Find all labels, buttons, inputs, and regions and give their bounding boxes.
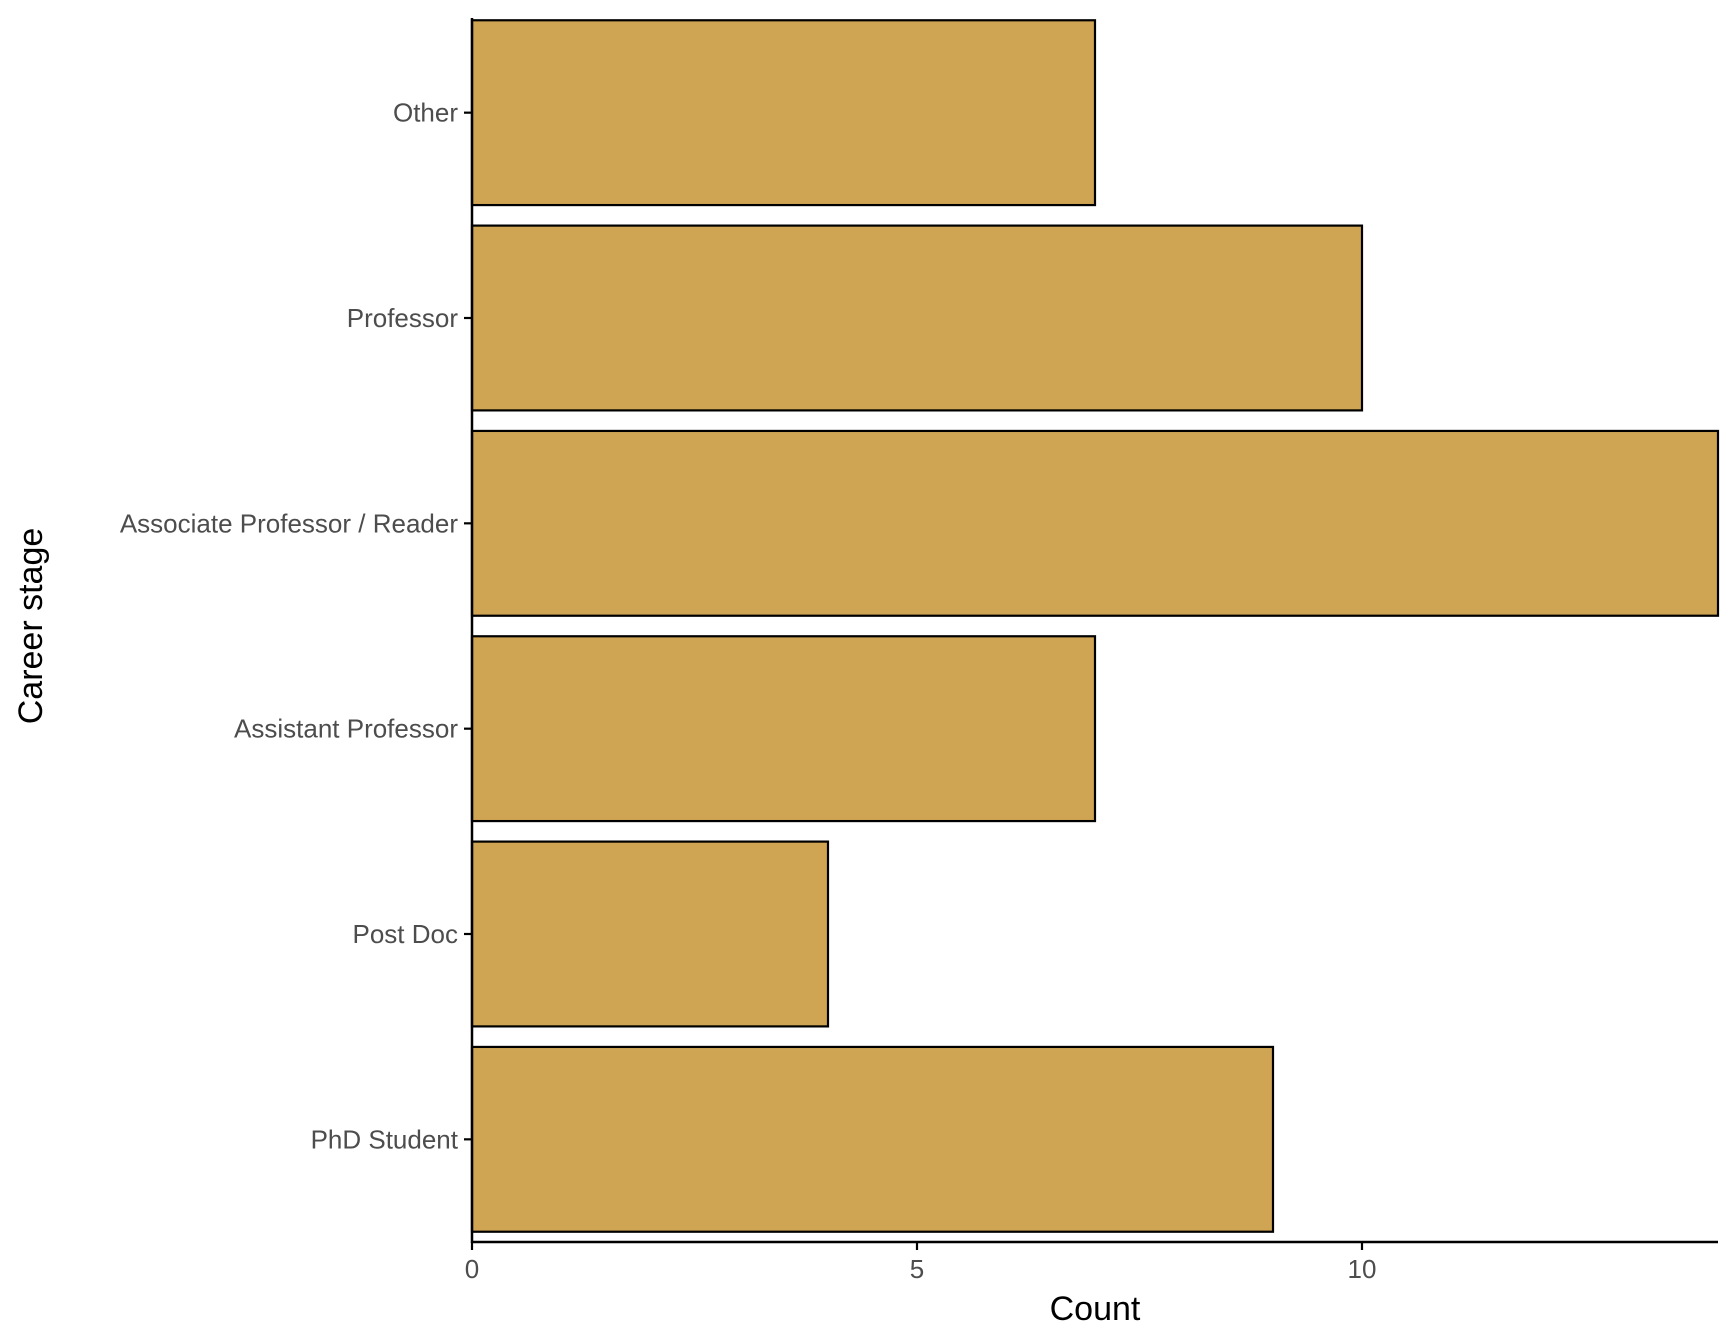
- bars-group: [470, 19, 1720, 1233]
- x-axis-ticks: 0 5 10: [465, 1242, 1377, 1284]
- bar-professor: [470, 224, 1364, 412]
- y-axis-title: Career stage: [12, 528, 50, 725]
- y-axis-ticks: PhD Student Post Doc Assistant Professor As…: [120, 98, 472, 1154]
- x-tick-label: 0: [465, 1254, 479, 1284]
- bar-assistant-professor: [470, 635, 1097, 823]
- bar-associate-professor-reader: [470, 429, 1720, 617]
- y-tick-label: Associate Professor / Reader: [120, 508, 458, 538]
- y-tick-label: Professor: [347, 303, 459, 333]
- x-tick-label: 5: [910, 1254, 924, 1284]
- y-tick-label: PhD Student: [311, 1124, 459, 1154]
- y-tick-label: Post Doc: [353, 919, 459, 949]
- x-axis-title: Count: [1050, 1290, 1141, 1328]
- bar-post-doc: [470, 840, 830, 1028]
- bar-other: [470, 19, 1097, 207]
- y-tick-label: Other: [393, 98, 458, 128]
- y-tick-label: Assistant Professor: [234, 714, 458, 744]
- bar-phd-student: [470, 1045, 1275, 1233]
- x-tick-label: 10: [1348, 1254, 1377, 1284]
